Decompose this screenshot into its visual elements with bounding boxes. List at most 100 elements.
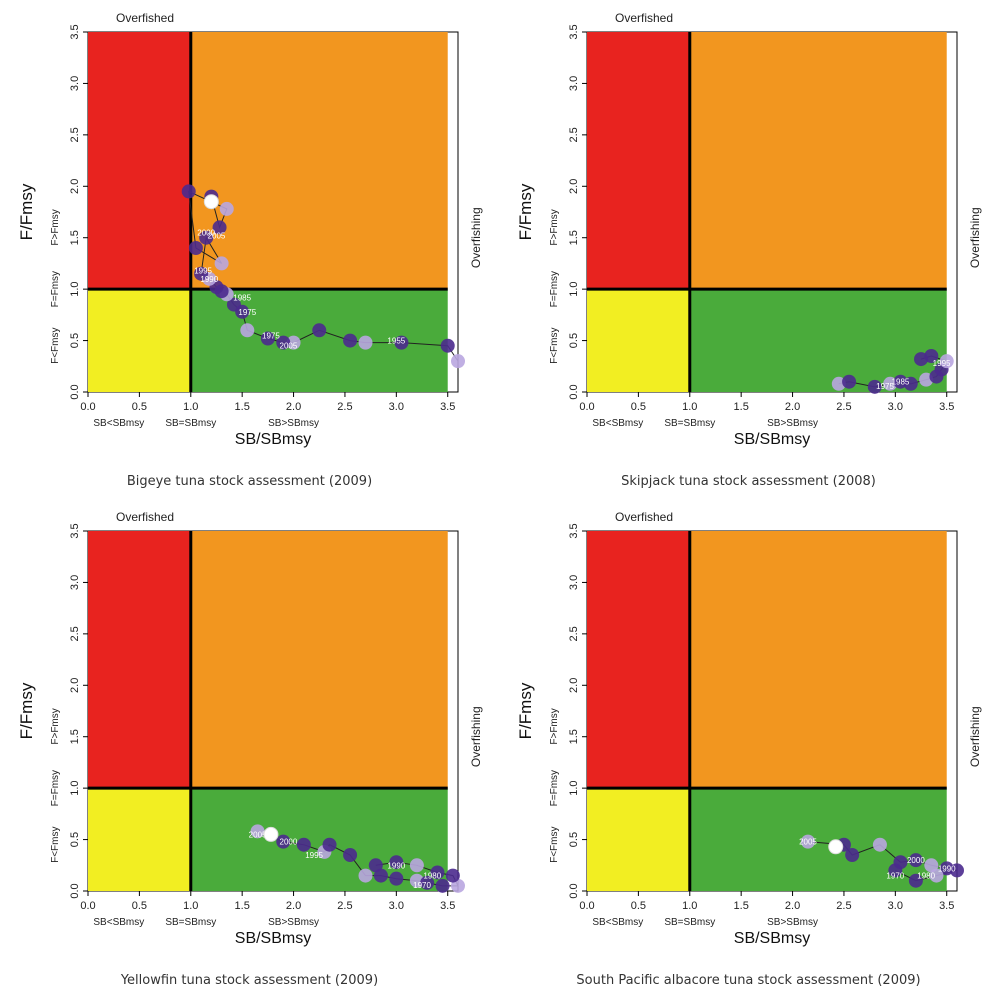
x-tick-label: 2.0 — [785, 900, 800, 912]
x-tick-label: 3.0 — [888, 401, 903, 413]
x-tick-label: 0.5 — [132, 401, 147, 413]
overfished-label: Overfished — [116, 11, 174, 25]
y-tick-label: 2.5 — [568, 127, 580, 142]
y-tick-label: 0.5 — [568, 832, 580, 847]
data-point — [888, 863, 903, 878]
year-label: 2000 — [197, 229, 215, 238]
overfishing-label: Overfishing — [469, 706, 483, 767]
year-label: 1990 — [200, 275, 218, 284]
data-point — [409, 858, 424, 873]
y-tick-label: 2.5 — [69, 127, 81, 142]
overfished-overfishing-zone — [587, 531, 690, 789]
y-tick-label: 3.0 — [69, 76, 81, 91]
x-tick-label: 2.5 — [337, 401, 352, 413]
y-tick-label: 1.0 — [69, 281, 81, 296]
overfished-zone — [88, 289, 191, 392]
x-tick-label: 1.5 — [235, 900, 250, 912]
data-point — [420, 875, 435, 890]
overfished-label: Overfished — [116, 510, 174, 524]
data-point — [322, 837, 337, 852]
y-tick-label: 2.0 — [69, 179, 81, 194]
data-point — [219, 201, 234, 216]
year-label: 2005 — [208, 232, 226, 241]
year-label: 1975 — [262, 331, 280, 340]
y-tick-label: 2.5 — [568, 626, 580, 641]
healthy-zone — [689, 289, 947, 392]
year-label: 2005 — [280, 342, 298, 351]
x-tick-label: 3.0 — [389, 401, 404, 413]
data-point — [240, 323, 255, 338]
y-zone-label: F>Fmsy — [549, 708, 560, 744]
current-status-point — [263, 826, 279, 842]
x-zone-label: SB<SBmsy — [93, 418, 144, 429]
x-zone-label: SB>SBmsy — [268, 917, 319, 928]
x-tick-label: 2.5 — [836, 900, 851, 912]
y-tick-label: 1.5 — [69, 230, 81, 245]
y-tick-label: 3.0 — [568, 76, 580, 91]
overfishing-zone — [689, 32, 947, 290]
y-zone-label: F<Fmsy — [50, 827, 61, 863]
year-label: 1985 — [892, 378, 910, 387]
overfished-zone — [587, 788, 690, 891]
data-point — [394, 335, 409, 350]
data-point — [260, 331, 275, 346]
x-tick-label: 1.5 — [734, 900, 749, 912]
x-tick-label: 0.5 — [132, 900, 147, 912]
y-tick-label: 0.0 — [568, 384, 580, 399]
x-tick-label: 0.0 — [579, 401, 594, 413]
y-axis-title: F/Fmsy — [516, 682, 535, 739]
x-tick-label: 3.5 — [440, 401, 455, 413]
overfishing-zone — [689, 531, 947, 789]
x-axis-title: SB/SBmsy — [235, 431, 311, 448]
year-label: 1990 — [387, 861, 405, 870]
y-zone-label: F<Fmsy — [549, 328, 560, 364]
data-point — [445, 868, 460, 883]
chart-panel-skipjack: 1995 1985 1975 0.0 0.5 1.0 1.5 2.0 2.5 3.0 3.5 0.0 0… — [499, 0, 998, 499]
year-label: 1990 — [938, 864, 956, 873]
data-point — [914, 352, 929, 367]
x-zone-label: SB=SBmsy — [165, 917, 216, 928]
x-tick-label: 1.0 — [183, 900, 198, 912]
data-point — [358, 868, 373, 883]
y-axis-title: F/Fmsy — [17, 682, 36, 739]
x-tick-label: 2.5 — [836, 401, 851, 413]
y-tick-label: 3.0 — [568, 575, 580, 590]
data-point — [296, 837, 311, 852]
x-zone-label: SB>SBmsy — [268, 418, 319, 429]
overfished-overfishing-zone — [88, 32, 191, 290]
x-tick-label: 0.5 — [631, 401, 646, 413]
overfished-label: Overfished — [615, 11, 673, 25]
data-point — [250, 824, 265, 839]
x-zone-label: SB=SBmsy — [664, 917, 715, 928]
overfished-label: Overfished — [615, 510, 673, 524]
data-point — [358, 335, 373, 350]
data-point — [430, 865, 445, 880]
data-point — [800, 834, 815, 849]
year-label: 1970 — [886, 872, 904, 881]
data-point — [440, 338, 455, 353]
data-point — [312, 323, 327, 338]
y-zone-label: F=Fmsy — [50, 271, 61, 307]
data-point — [435, 878, 450, 893]
x-zone-label: SB<SBmsy — [93, 917, 144, 928]
data-point — [908, 873, 923, 888]
y-tick-label: 1.0 — [568, 281, 580, 296]
chart-caption: Yellowfin tuna stock assessment (2009) — [120, 973, 379, 988]
healthy-zone — [190, 788, 448, 891]
data-point — [908, 853, 923, 868]
data-point — [867, 379, 882, 394]
x-tick-label: 2.0 — [785, 401, 800, 413]
x-tick-label: 3.5 — [939, 401, 954, 413]
overfishing-zone — [190, 531, 448, 789]
chart-panel-albacore: 2005 2000 1990 1980 1970 0.0 0.5 1.0 1.5 2.0 2.5 3.… — [499, 499, 998, 998]
x-zone-label: SB<SBmsy — [592, 418, 643, 429]
data-point — [389, 855, 404, 870]
x-tick-label: 0.0 — [80, 900, 95, 912]
overfished-zone — [587, 289, 690, 392]
year-label: 1995 — [305, 851, 323, 860]
x-tick-label: 3.0 — [389, 900, 404, 912]
data-point — [950, 863, 964, 878]
